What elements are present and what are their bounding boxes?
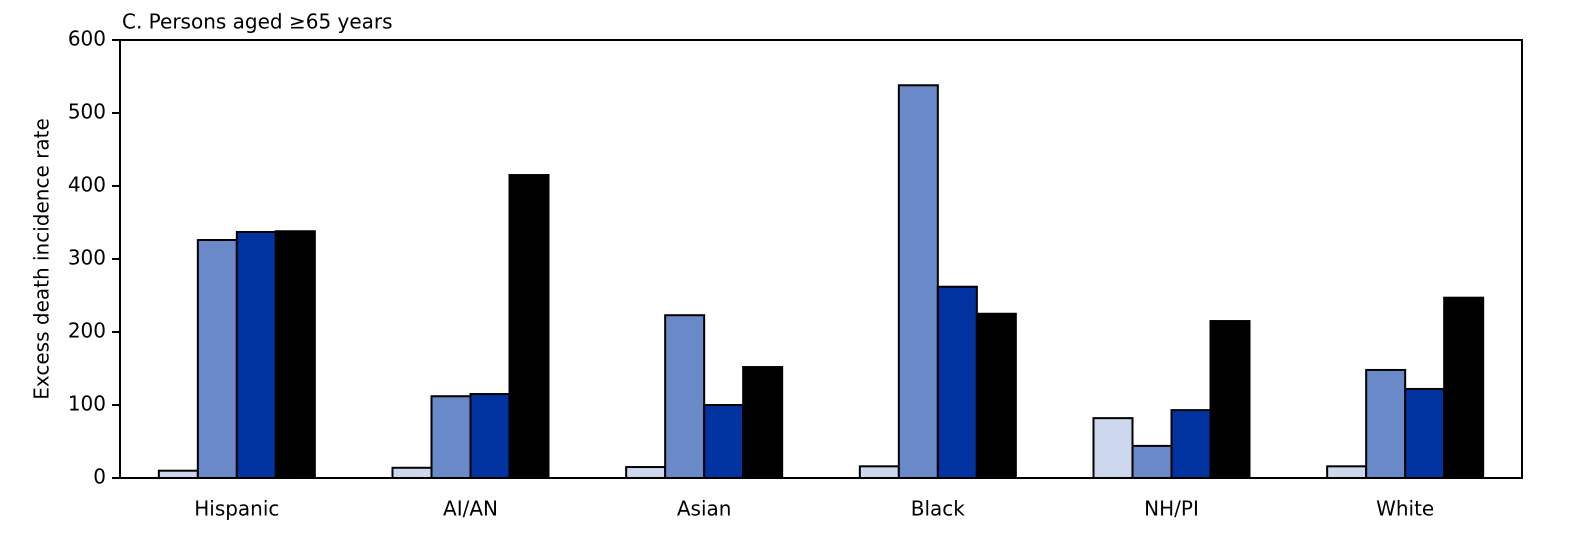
bar: [664, 314, 706, 479]
y-tick-label: 100: [68, 392, 106, 416]
bar: [1326, 465, 1368, 480]
bar: [975, 312, 1017, 479]
bar: [157, 469, 199, 480]
x-tick-label: White: [1376, 497, 1434, 521]
y-tick-label: 300: [68, 246, 106, 270]
bar: [391, 466, 433, 479]
bar: [274, 230, 316, 479]
y-tick-label: 600: [68, 27, 106, 51]
y-axis-label: Excess death incidence rate: [30, 118, 54, 400]
bar: [1131, 444, 1173, 480]
y-tick-label: 200: [68, 319, 106, 343]
bar: [897, 84, 939, 479]
bar: [742, 366, 784, 480]
y-tick-label: 0: [93, 465, 106, 489]
bar: [1170, 409, 1212, 479]
bar: [858, 465, 900, 480]
bar: [235, 230, 277, 479]
bar: [196, 239, 238, 479]
bar: [1404, 387, 1446, 479]
bar: [508, 174, 550, 480]
bar: [936, 285, 978, 479]
chart-title: C. Persons aged ≥65 years: [122, 10, 393, 34]
bar: [1209, 320, 1251, 479]
x-tick-label: NH/PI: [1144, 497, 1199, 521]
bar: [469, 393, 511, 479]
y-tick-label: 400: [68, 173, 106, 197]
bar: [1365, 368, 1407, 479]
bar: [430, 395, 472, 479]
bar: [625, 466, 667, 479]
bar: [1092, 417, 1134, 480]
x-tick-label: AI/AN: [443, 497, 498, 521]
x-tick-label: Asian: [677, 497, 732, 521]
x-tick-label: Black: [911, 497, 966, 521]
plot-frame: [119, 39, 1523, 479]
bar: [1443, 296, 1485, 479]
bar: [703, 404, 745, 479]
x-tick-label: Hispanic: [194, 497, 279, 521]
y-tick-label: 500: [68, 100, 106, 124]
